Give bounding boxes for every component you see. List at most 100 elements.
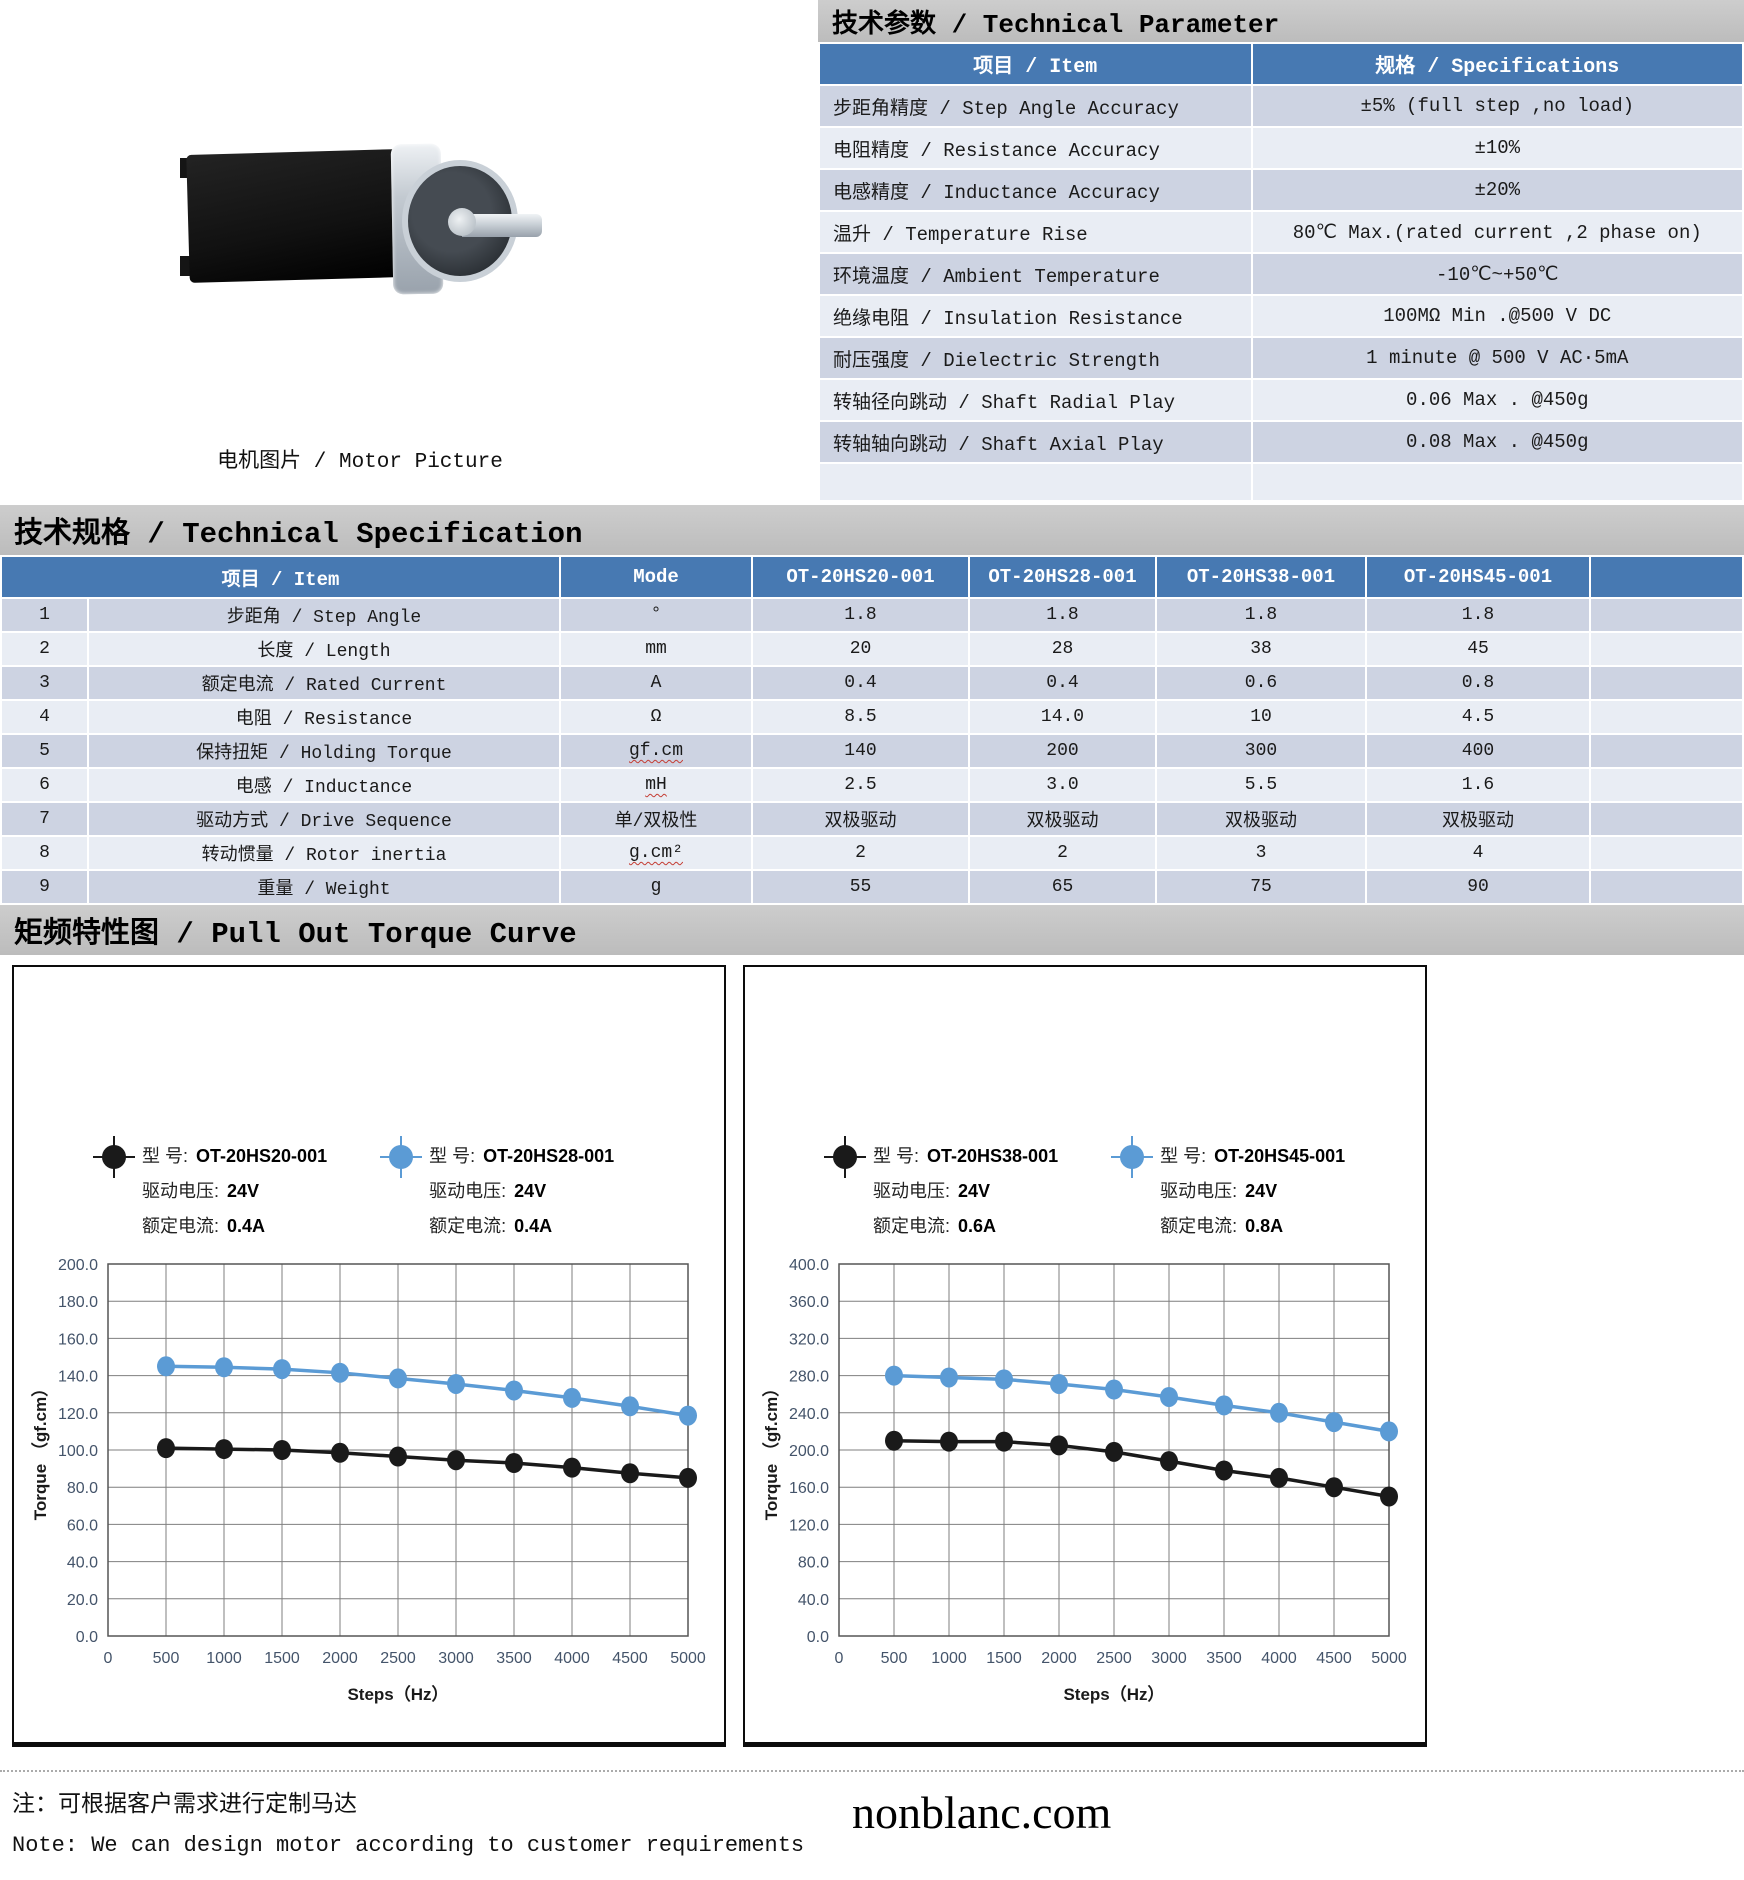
- param-spec: 100MΩ Min .@500 V DC: [1252, 296, 1742, 336]
- spec-mode-unit: g.cm²: [561, 837, 751, 869]
- spec-column-header: [1591, 557, 1742, 597]
- svg-text:0.0: 0.0: [807, 1629, 829, 1646]
- param-spec: ±10%: [1252, 128, 1742, 168]
- param-spec: ±20%: [1252, 170, 1742, 210]
- legend-entry: 型 号: OT-20HS20-001 驱动电压: 24V 额定电流: 0.4A: [102, 1139, 327, 1244]
- param-item: 转轴径向跳动 / Shaft Radial Play: [820, 380, 1251, 420]
- svg-text:280.0: 280.0: [789, 1369, 829, 1386]
- param-item: 转轴轴向跳动 / Shaft Axial Play: [820, 422, 1251, 462]
- spec-row: 2 长度 / Length mm 20 28 38 45: [2, 633, 1742, 665]
- svg-text:200.0: 200.0: [789, 1443, 829, 1460]
- spec-item: 额定电流 / Rated Current: [89, 667, 559, 699]
- spec-value: 14.0: [970, 701, 1155, 733]
- param-row: 电阻精度 / Resistance Accuracy ±10%: [820, 128, 1742, 168]
- svg-text:0: 0: [104, 1650, 113, 1667]
- svg-text:0.0: 0.0: [76, 1629, 98, 1646]
- svg-text:240.0: 240.0: [789, 1406, 829, 1423]
- torque-charts: 型 号: OT-20HS20-001 驱动电压: 24V 额定电流: 0.4A 型 号: OT…: [0, 965, 1744, 1747]
- param-spec: -10℃~+50℃: [1252, 254, 1742, 294]
- website-text: nonblanc.com: [852, 1787, 1112, 1838]
- spec-value: 0.6: [1157, 667, 1365, 699]
- svg-text:120.0: 120.0: [58, 1406, 98, 1423]
- legend-marker-icon: [833, 1145, 857, 1169]
- param-item: 耐压强度 / Dielectric Strength: [820, 338, 1251, 378]
- spec-value: 65: [970, 871, 1155, 903]
- spec-empty-cell: [1591, 837, 1742, 869]
- spec-value: 200: [970, 735, 1155, 767]
- spec-value: 140: [753, 735, 968, 767]
- spec-value: 双极驱动: [753, 803, 968, 835]
- spec-value: 3.0: [970, 769, 1155, 801]
- spec-value: 8.5: [753, 701, 968, 733]
- legend-entry: 型 号: OT-20HS28-001 驱动电压: 24V 额定电流: 0.4A: [389, 1139, 614, 1244]
- motor-shaft: [462, 214, 542, 237]
- legend-current: 额定电流: 0.8A: [1160, 1216, 1284, 1236]
- spec-row: 4 电阻 / Resistance Ω 8.5 14.0 10 4.5: [2, 701, 1742, 733]
- spec-value: 3: [1157, 837, 1365, 869]
- svg-text:80.0: 80.0: [67, 1480, 98, 1497]
- spec-item: 重量 / Weight: [89, 871, 559, 903]
- spec-row: 8 转动惯量 / Rotor inertia g.cm² 2 2 3 4: [2, 837, 1742, 869]
- spec-mode-unit: gf.cm: [561, 735, 751, 767]
- spec-value: 1.8: [1157, 599, 1365, 631]
- svg-text:400.0: 400.0: [789, 1257, 829, 1274]
- svg-text:1000: 1000: [931, 1650, 967, 1667]
- motor-caption: 电机图片 / Motor Picture: [217, 451, 503, 474]
- spec-value: 28: [970, 633, 1155, 665]
- spec-row-number: 2: [2, 633, 87, 665]
- spec-row-number: 6: [2, 769, 87, 801]
- svg-text:180.0: 180.0: [58, 1294, 98, 1311]
- spec-value: 45: [1367, 633, 1589, 665]
- legend-entry: 型 号: OT-20HS45-001 驱动电压: 24V 额定电流: 0.8A: [1120, 1139, 1345, 1244]
- spec-row-number: 5: [2, 735, 87, 767]
- spec-column-header: OT-20HS28-001: [970, 557, 1155, 597]
- legend-model: 型 号: OT-20HS28-001: [429, 1146, 615, 1166]
- chart-legend: 型 号: OT-20HS20-001 驱动电压: 24V 额定电流: 0.4A 型 号: OT…: [14, 1139, 724, 1244]
- svg-text:3500: 3500: [496, 1650, 532, 1667]
- spec-value: 400: [1367, 735, 1589, 767]
- spec-value: 5.5: [1157, 769, 1365, 801]
- spec-item: 电阻 / Resistance: [89, 701, 559, 733]
- spec-column-header: Mode: [561, 557, 751, 597]
- param-item: 电阻精度 / Resistance Accuracy: [820, 128, 1251, 168]
- svg-text:20.0: 20.0: [67, 1592, 98, 1609]
- param-empty-row: [820, 464, 1742, 500]
- spec-item: 转动惯量 / Rotor inertia: [89, 837, 559, 869]
- spec-value: 0.8: [1367, 667, 1589, 699]
- spec-value: 20: [753, 633, 968, 665]
- svg-text:4500: 4500: [1316, 1650, 1352, 1667]
- spec-row-number: 4: [2, 701, 87, 733]
- spec-row-number: 7: [2, 803, 87, 835]
- torque-plot: 0 500 1000 1500 2000 2500 3000 3500 4000 4500 5000…: [30, 1257, 706, 1704]
- legend-marker-icon: [102, 1145, 126, 1169]
- footer-note-cn: 注：可根据客户需求进行定制马达: [12, 1792, 357, 1818]
- param-spec: 0.06 Max . @450g: [1252, 380, 1742, 420]
- svg-text:500: 500: [881, 1650, 908, 1667]
- spec-empty-cell: [1591, 735, 1742, 767]
- technical-specification-table: 项目 / Item Mode OT-20HS20-001 OT-20HS28-001 O…: [0, 555, 1744, 905]
- spec-value: 1.8: [753, 599, 968, 631]
- torque-chart-right: 型 号: OT-20HS38-001 驱动电压: 24V 额定电流: 0.6A 型 号: OT…: [743, 965, 1427, 1747]
- legend-marker-icon: [1120, 1145, 1145, 1169]
- param-row: 步距角精度 / Step Angle Accuracy ±5% (full ste…: [820, 86, 1742, 126]
- param-row: 电感精度 / Inductance Accuracy ±20%: [820, 170, 1742, 210]
- spec-mode-unit: A: [561, 667, 751, 699]
- torque-plot: 0 500 1000 1500 2000 2500 3000 3500 4000 4500 5000…: [761, 1257, 1407, 1704]
- svg-text:60.0: 60.0: [67, 1517, 98, 1534]
- spec-item: 电感 / Inductance: [89, 769, 559, 801]
- svg-text:Steps（Hz）: Steps（Hz）: [347, 1684, 448, 1704]
- spec-item: 长度 / Length: [89, 633, 559, 665]
- technical-specification-title: 技术规格 / Technical Specification: [0, 505, 1744, 555]
- spec-row: 1 步距角 / Step Angle ° 1.8 1.8 1.8 1.8: [2, 599, 1742, 631]
- spec-row: 9 重量 / Weight g 55 65 75 90: [2, 871, 1742, 903]
- param-row: 温升 / Temperature Rise 80℃ Max.(rated curr…: [820, 212, 1742, 252]
- spec-empty-cell: [1591, 667, 1742, 699]
- spec-empty-cell: [1591, 701, 1742, 733]
- param-item: 绝缘电阻 / Insulation Resistance: [820, 296, 1251, 336]
- spec-value: 双极驱动: [1367, 803, 1589, 835]
- torque-curve-title: 矩频特性图 / Pull Out Torque Curve: [0, 905, 1744, 955]
- spec-row: 5 保持扭矩 / Holding Torque gf.cm 140 200 300 400: [2, 735, 1742, 767]
- spec-item: 步距角 / Step Angle: [89, 599, 559, 631]
- spec-value: 双极驱动: [1157, 803, 1365, 835]
- svg-text:200.0: 200.0: [58, 1257, 98, 1274]
